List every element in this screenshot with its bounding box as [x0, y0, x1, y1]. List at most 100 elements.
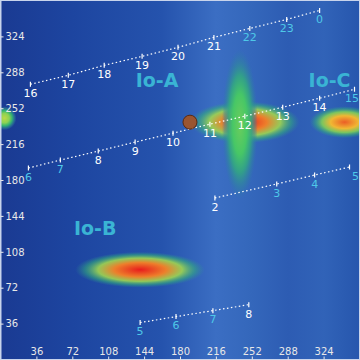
x-tick: 288: [279, 346, 298, 360]
track-tick: [314, 173, 315, 178]
y-tick-label: 288: [6, 67, 25, 78]
track-tick: [349, 165, 350, 170]
track-tick: [214, 195, 215, 200]
emission-region: [222, 49, 258, 199]
x-tick-label: 288: [279, 346, 298, 357]
y-tick-label: 180: [6, 175, 25, 186]
track-tick: [213, 35, 214, 40]
hour-label: 6: [25, 171, 32, 184]
x-tick-label: 216: [207, 346, 226, 357]
track-tick: [68, 73, 69, 78]
region-annotation: Io-B: [74, 217, 117, 239]
emission-region: [75, 252, 205, 288]
x-tick-label: 252: [243, 346, 262, 357]
y-tick-label: 144: [6, 211, 25, 222]
y-tick-mark: [1, 324, 4, 325]
x-tick: 252: [243, 346, 262, 360]
x-tick-label: 72: [66, 346, 79, 357]
y-tick-label: 72: [6, 282, 19, 293]
hour-label: 23: [280, 22, 294, 35]
y-tick-label: 252: [6, 103, 25, 114]
track-tick: [282, 105, 283, 110]
track-tick: [212, 308, 213, 313]
hour-label: 18: [97, 68, 111, 81]
track-tick: [248, 302, 249, 307]
hour-label: 3: [273, 187, 280, 200]
hour-label: 16: [23, 87, 37, 100]
hour-label: 5: [352, 170, 359, 183]
annotations: Io-A Io-B Io-C: [74, 69, 351, 239]
track-tick: [175, 314, 176, 319]
x-tick: 180: [171, 346, 190, 360]
y-tick-mark: [1, 108, 4, 109]
x-tick-mark: [252, 357, 253, 360]
track-labels: 1617181920212223067891011121314152345567…: [23, 13, 359, 338]
track-line: [215, 167, 350, 198]
track-tick: [172, 131, 173, 136]
hour-label: 15: [345, 92, 359, 105]
chart-svg: 1617181920212223067891011121314152345567…: [0, 0, 360, 360]
hour-label: 12: [238, 119, 252, 132]
hour-label: 20: [171, 50, 185, 63]
x-tick-mark: [108, 357, 109, 360]
region-annotation: Io-A: [136, 69, 179, 91]
y-tick-mark: [1, 72, 4, 73]
track-tick: [135, 140, 136, 145]
y-tick: 180: [1, 175, 25, 186]
y-tick-mark: [1, 216, 4, 217]
y-axis: 36 72 108 144 180 216 252 288 324: [1, 1, 25, 360]
hour-label: 5: [137, 325, 144, 338]
track-tick: [354, 87, 355, 92]
track-tick: [177, 45, 178, 50]
region-annotation: Io-C: [309, 69, 351, 91]
x-tick-mark: [324, 357, 325, 360]
hour-label: 13: [276, 110, 290, 123]
y-tick-label: 324: [6, 31, 25, 42]
x-tick: 216: [207, 346, 226, 360]
hour-label: 2: [211, 201, 218, 214]
hour-label: 4: [311, 178, 318, 191]
chart-container: 1617181920212223067891011121314152345567…: [0, 0, 360, 360]
y-tick-mark: [1, 180, 4, 181]
x-tick: 324: [315, 346, 334, 360]
x-tick: 144: [135, 346, 154, 360]
y-tick: 36: [1, 318, 19, 329]
x-tick-mark: [144, 357, 145, 360]
x-tick-label: 144: [135, 346, 154, 357]
track-tick: [28, 166, 29, 171]
track-tick: [104, 63, 105, 68]
x-tick: 72: [66, 346, 79, 360]
x-tick-label: 36: [31, 346, 44, 357]
hour-label: 0: [316, 13, 323, 26]
y-tick: 144: [1, 211, 25, 222]
hour-label: 17: [61, 78, 75, 91]
y-tick: 288: [1, 67, 25, 78]
x-tick: 108: [99, 346, 118, 360]
x-axis: 36 72 108 144 180 216 252 288 324: [1, 346, 360, 360]
hour-label: 7: [57, 163, 64, 176]
y-tick-mark: [1, 252, 4, 253]
x-tick-mark: [36, 357, 37, 360]
y-tick-mark: [1, 144, 4, 145]
hour-label: 14: [313, 101, 327, 114]
y-tick-mark: [1, 36, 4, 37]
hour-label: 11: [203, 127, 217, 140]
y-tick-label: 216: [6, 139, 25, 150]
x-tick-label: 180: [171, 346, 190, 357]
x-tick-mark: [216, 357, 217, 360]
y-tick-label: 108: [6, 247, 25, 258]
marks: [1, 8, 360, 325]
hour-label: 7: [209, 313, 216, 326]
track-tick: [249, 26, 250, 31]
hour-label: 6: [173, 319, 180, 332]
x-tick-mark: [72, 357, 73, 360]
io-marker: [183, 115, 197, 129]
hour-label: 21: [207, 40, 221, 53]
track-tick: [319, 8, 320, 13]
y-tick-mark: [1, 288, 4, 289]
track-tick: [140, 320, 141, 325]
y-tick: 216: [1, 139, 25, 150]
y-tick: 108: [1, 247, 25, 258]
track-line: [140, 305, 249, 323]
track-tick: [319, 96, 320, 101]
